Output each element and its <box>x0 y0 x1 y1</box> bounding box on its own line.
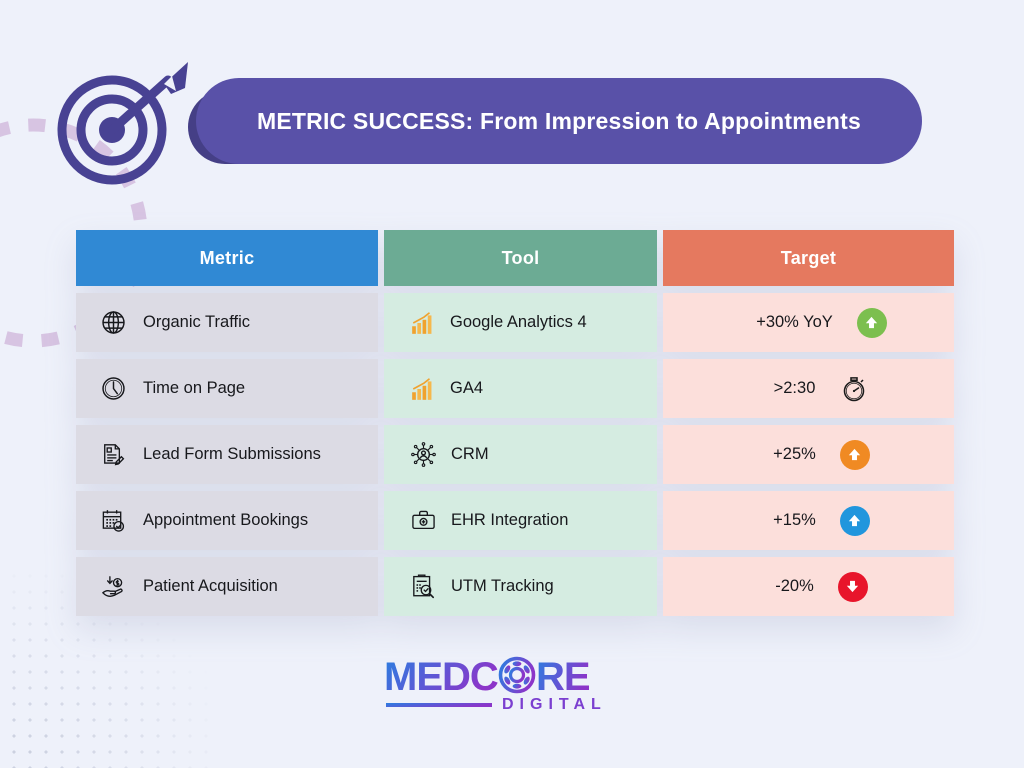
tool-cell: Google Analytics 4 <box>384 293 657 352</box>
metric-label: Lead Form Submissions <box>143 445 321 463</box>
target-dartboard-arrow-icon <box>57 62 188 185</box>
metric-cell: Lead Form Submissions <box>76 425 378 484</box>
logo-ring-emblem <box>498 656 536 694</box>
table-row: Patient Acquisition <box>76 557 954 616</box>
target-cell: >2:30 <box>663 359 954 418</box>
metrics-table: Metric Tool Target <box>76 230 954 616</box>
column-header-metric-label: Metric <box>199 247 255 268</box>
target-value: +15% <box>773 511 816 529</box>
metric-cell: Organic Traffic <box>76 293 378 352</box>
table-row: Organic Traffic Google Analytics 4 +30% … <box>76 293 954 352</box>
tool-cell: GA4 <box>384 359 657 418</box>
arrow-down-badge-icon <box>837 571 868 602</box>
arrow-up-badge-icon <box>839 505 870 536</box>
tool-label: CRM <box>451 445 489 463</box>
customer-network-icon <box>411 442 436 467</box>
logo-name-part2: RE <box>536 655 590 699</box>
logo-name-part1: MEDC <box>384 655 498 699</box>
column-header-tool-label: Tool <box>501 247 540 268</box>
tool-cell: EHR Integration <box>384 491 657 550</box>
tool-cell: UTM Tracking <box>384 557 657 616</box>
column-header-tool: Tool <box>384 230 657 286</box>
hand-money-icon <box>102 576 123 597</box>
arrow-up-badge-icon <box>856 307 887 338</box>
banner-body: METRIC SUCCESS: From Impression to Appoi… <box>196 78 922 164</box>
column-header-metric: Metric <box>76 230 378 286</box>
tool-label: GA4 <box>450 379 484 397</box>
clock-icon <box>102 377 125 400</box>
metric-label: Time on Page <box>143 379 246 397</box>
metric-label: Appointment Bookings <box>143 511 309 529</box>
target-cell: -20% <box>663 557 954 616</box>
table-header-row: Metric Tool Target <box>76 230 954 286</box>
target-value: +25% <box>773 445 816 463</box>
tool-cell: CRM <box>384 425 657 484</box>
bar-chart-icon <box>412 377 432 400</box>
metric-label: Patient Acquisition <box>143 577 278 595</box>
column-header-target: Target <box>663 230 954 286</box>
target-cell: +30% YoY <box>663 293 954 352</box>
table-row: Time on Page GA4 >2:30 <box>76 359 954 418</box>
clipboard-search-icon <box>413 574 435 599</box>
target-cell: +25% <box>663 425 954 484</box>
table-row: Lead Form Submissions <box>76 425 954 484</box>
column-header-target-label: Target <box>780 247 837 268</box>
metric-label: Organic Traffic <box>143 313 250 331</box>
tool-label: EHR Integration <box>451 511 569 529</box>
logo-tagline: DIGITAL <box>502 696 607 713</box>
medcore-digital-logo: MEDC RE DIGITAL <box>384 655 607 713</box>
globe-icon <box>102 311 125 334</box>
metric-cell: Time on Page <box>76 359 378 418</box>
metric-cell: Appointment Bookings <box>76 491 378 550</box>
target-value: +30% YoY <box>756 313 833 331</box>
tool-label: UTM Tracking <box>451 577 554 595</box>
metric-cell: Patient Acquisition <box>76 557 378 616</box>
medical-kit-icon <box>412 510 435 530</box>
calendar-check-icon <box>102 510 125 532</box>
logo-underline <box>386 703 492 707</box>
tool-label: Google Analytics 4 <box>450 313 587 331</box>
table-row: Appointment Bookings EHR Integration +15… <box>76 491 954 550</box>
target-value: >2:30 <box>773 379 816 397</box>
stopwatch-icon <box>839 374 869 404</box>
bar-chart-icon <box>412 311 432 334</box>
page-title: METRIC SUCCESS: From Impression to Appoi… <box>256 107 862 134</box>
target-cell: +15% <box>663 491 954 550</box>
form-document-pen-icon <box>104 444 125 466</box>
title-banner: METRIC SUCCESS: From Impression to Appoi… <box>188 78 922 164</box>
arrow-up-badge-icon <box>839 439 870 470</box>
target-value: -20% <box>775 577 814 595</box>
